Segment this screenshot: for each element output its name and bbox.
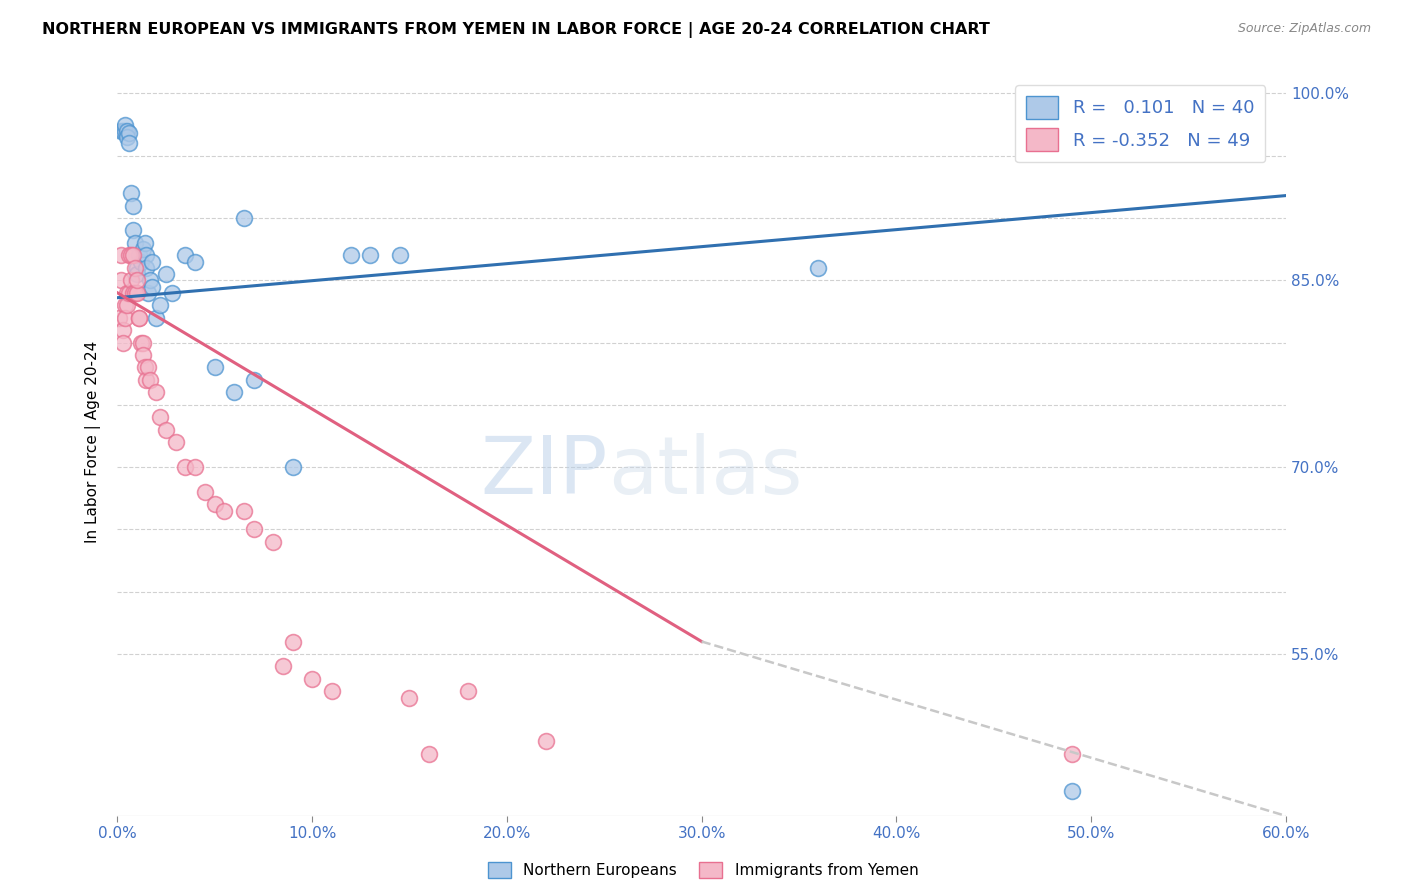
Point [120,248,142,262]
Point [114,124,136,138]
Point [120,273,142,287]
Legend: R =   0.101   N = 40, R = -0.352   N = 49: R = 0.101 N = 40, R = -0.352 N = 49 [1015,85,1265,162]
Point [214,504,236,518]
Point [115,298,138,312]
Point [194,485,217,500]
Point [121,285,143,300]
Point [139,373,162,387]
Point [224,385,246,400]
Point [418,747,440,761]
Point [388,248,411,262]
Point [129,335,152,350]
Point [125,267,148,281]
Point [135,260,157,275]
Point [807,260,830,275]
Point [271,659,294,673]
Legend: Northern Europeans, Immigrants from Yemen: Northern Europeans, Immigrants from Yeme… [481,855,925,884]
Point [125,285,148,300]
Point [129,254,152,268]
Point [128,310,150,325]
Point [139,273,162,287]
Point [118,126,141,140]
Point [124,285,146,300]
Point [1060,784,1083,798]
Point [281,460,304,475]
Point [108,310,131,325]
Point [242,523,264,537]
Point [112,124,135,138]
Point [155,423,177,437]
Point [125,260,148,275]
Point [115,130,138,145]
Point [457,684,479,698]
Point [118,285,141,300]
Point [110,273,132,287]
Text: NORTHERN EUROPEAN VS IMMIGRANTS FROM YEMEN IN LABOR FORCE | AGE 20-24 CORRELATIO: NORTHERN EUROPEAN VS IMMIGRANTS FROM YEM… [42,22,990,38]
Point [118,136,141,151]
Point [141,254,163,268]
Point [1060,747,1083,761]
Point [281,634,304,648]
Point [145,310,167,325]
Point [134,360,156,375]
Point [165,435,187,450]
Point [112,323,135,337]
Point [125,273,148,287]
Point [124,260,146,275]
Point [131,348,153,362]
Point [242,373,264,387]
Point [110,124,132,138]
Point [138,285,160,300]
Point [110,248,132,262]
Point [534,734,557,748]
Text: ZIP: ZIP [481,434,609,511]
Point [114,118,136,132]
Point [184,460,207,475]
Point [232,504,254,518]
Point [131,335,153,350]
Point [124,235,146,250]
Point [128,310,150,325]
Point [115,124,138,138]
Point [232,211,254,225]
Point [114,298,136,312]
Point [131,242,153,256]
Point [135,373,157,387]
Point [145,385,167,400]
Y-axis label: In Labor Force | Age 20-24: In Labor Force | Age 20-24 [86,341,101,543]
Point [114,310,136,325]
Point [115,285,138,300]
Point [135,248,157,262]
Text: Source: ZipAtlas.com: Source: ZipAtlas.com [1237,22,1371,36]
Point [360,248,382,262]
Point [120,186,142,200]
Point [121,223,143,237]
Point [141,279,163,293]
Point [155,267,177,281]
Point [128,248,150,262]
Text: atlas: atlas [609,434,803,511]
Point [118,248,141,262]
Point [398,690,420,705]
Point [301,672,323,686]
Point [121,198,143,212]
Point [138,360,160,375]
Point [160,285,183,300]
Point [174,248,197,262]
Point [149,298,172,312]
Point [149,410,172,425]
Point [340,248,363,262]
Point [112,335,135,350]
Point [321,684,343,698]
Point [262,534,284,549]
Point [204,360,226,375]
Point [184,254,207,268]
Point [121,248,143,262]
Point [134,235,156,250]
Point [174,460,197,475]
Point [204,498,226,512]
